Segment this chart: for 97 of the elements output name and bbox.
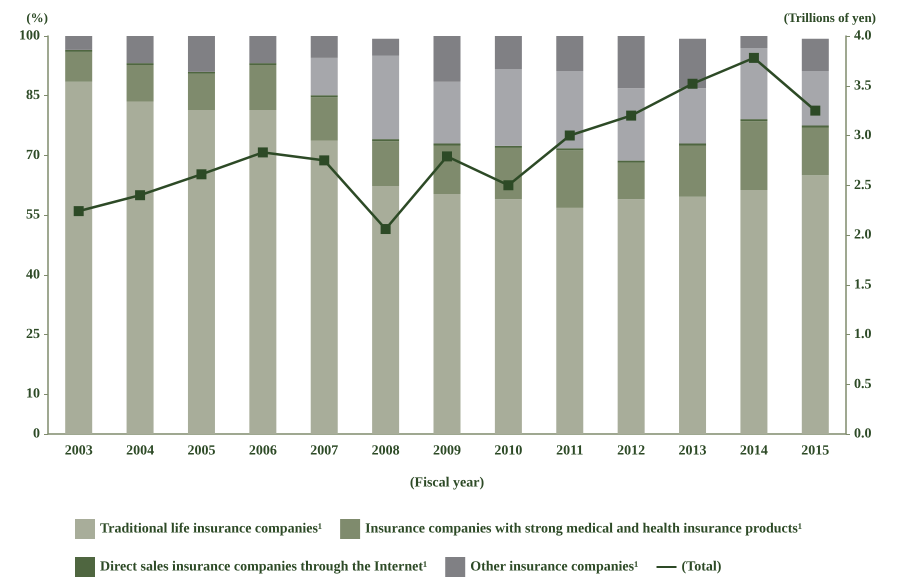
legend-label: (Total) — [682, 560, 722, 574]
bar — [372, 186, 400, 434]
legend-label: Insurance companies with strong medical and health insurance products¹ — [365, 522, 802, 536]
point — [319, 155, 330, 166]
bar — [65, 82, 92, 434]
y-tick-label: 100 — [19, 28, 40, 44]
y2-tick-label: 1.0 — [854, 327, 872, 342]
x-tick-label: 2013 — [678, 444, 707, 458]
bar — [249, 110, 276, 434]
bar — [679, 38, 706, 88]
y2-tick-label: 0.5 — [854, 376, 872, 392]
bar — [433, 36, 461, 82]
legend-label: Other insurance companies¹ — [470, 560, 638, 574]
bar — [802, 71, 829, 126]
bar — [372, 56, 400, 140]
point — [74, 206, 84, 216]
bar — [740, 36, 768, 48]
bar — [802, 128, 829, 176]
x-tick-label: 2009 — [433, 444, 461, 458]
x-tick-label: 2014 — [740, 444, 768, 458]
bar — [494, 199, 522, 434]
y2-tick-label: 2.0 — [854, 228, 872, 242]
bar — [372, 141, 400, 186]
bar — [126, 36, 154, 64]
y2-tick-label: 4.0 — [854, 28, 872, 44]
bar — [556, 208, 584, 434]
point — [564, 130, 575, 140]
x-tick-label: 2012 — [617, 444, 646, 458]
bar — [556, 71, 584, 148]
y-tick-label: 10 — [26, 386, 40, 402]
bar — [494, 69, 522, 146]
point — [626, 110, 636, 121]
y-tick-label: 40 — [26, 267, 40, 282]
bar — [65, 36, 92, 50]
bar — [188, 110, 215, 434]
y2-tick-label: 3.0 — [854, 128, 872, 143]
x-tick-label: 2015 — [801, 444, 830, 458]
bar — [310, 140, 338, 434]
x-tick-label: 2008 — [372, 444, 400, 458]
bar — [618, 199, 645, 434]
point — [196, 169, 206, 180]
bar — [126, 65, 154, 102]
point — [503, 180, 514, 190]
bar — [740, 121, 768, 190]
legend-label: Traditional life insurance companies¹ — [100, 522, 322, 536]
legend-label: Direct sales insurance companies through the Internet¹ — [100, 560, 428, 574]
bar — [310, 58, 338, 96]
y2-tick-label: 3.5 — [854, 78, 872, 94]
y-tick-label: 25 — [26, 327, 40, 342]
bar — [65, 52, 92, 82]
bar — [249, 36, 276, 64]
point — [442, 151, 452, 162]
bar — [679, 145, 706, 197]
bar — [618, 36, 645, 88]
y2-axis-title: (Trillions of yen) — [784, 10, 876, 25]
x-tick-label: 2005 — [187, 444, 216, 458]
y-tick-label: 85 — [26, 88, 40, 104]
bar — [433, 194, 461, 434]
y-axis-title: (%) — [26, 10, 48, 25]
bar — [188, 36, 215, 72]
y2-tick-label: 0.0 — [854, 426, 872, 442]
bar — [740, 190, 768, 434]
bar — [249, 65, 276, 110]
bar — [802, 38, 829, 72]
bar — [679, 196, 706, 434]
bar — [433, 82, 461, 144]
bar — [188, 74, 215, 110]
bar — [494, 36, 522, 70]
bar — [126, 102, 154, 434]
x-tick-label: 2003 — [64, 444, 93, 458]
point — [135, 190, 146, 200]
point — [688, 78, 698, 89]
point — [258, 147, 268, 158]
x-tick-label: 2011 — [556, 444, 584, 458]
bar — [310, 97, 338, 141]
point — [748, 52, 759, 63]
bar — [556, 36, 584, 72]
point — [380, 224, 391, 234]
bar — [618, 88, 645, 161]
x-axis-title: (Fiscal year) — [410, 476, 484, 490]
point — [810, 106, 820, 116]
bar — [679, 88, 706, 144]
bar — [556, 150, 584, 208]
y2-tick-label: 2.5 — [854, 178, 872, 193]
bar — [310, 36, 338, 58]
x-tick-label: 2004 — [126, 444, 154, 458]
y-tick-label: 0 — [33, 426, 40, 442]
y-tick-label: 70 — [26, 148, 40, 163]
y-tick-label: 55 — [26, 208, 40, 223]
y2-tick-label: 1.5 — [854, 277, 872, 292]
bar — [802, 175, 829, 434]
bar — [740, 48, 768, 120]
x-tick-label: 2006 — [248, 444, 277, 458]
bar — [618, 162, 645, 200]
x-tick-label: 2010 — [494, 444, 522, 458]
x-tick-label: 2007 — [310, 444, 338, 458]
bar — [372, 38, 400, 56]
